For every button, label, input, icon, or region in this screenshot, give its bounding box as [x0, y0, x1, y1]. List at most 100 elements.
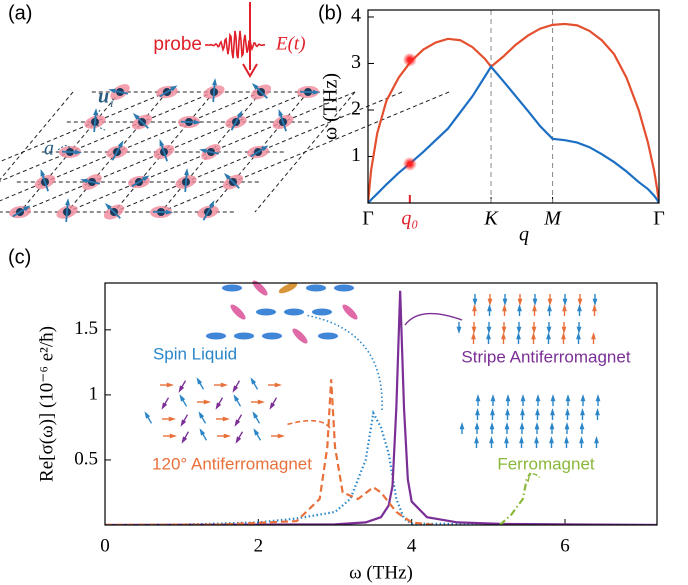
panel-label: (c): [8, 246, 31, 268]
arrow-shaft: [65, 201, 69, 223]
arrow-head: [236, 110, 243, 118]
inset-bond: [306, 284, 326, 292]
arrow-head: [474, 422, 480, 430]
arrow-head: [517, 304, 522, 312]
arrow-head: [108, 88, 116, 94]
arrow-head: [532, 298, 538, 306]
series-label: Ferromagnet: [497, 454, 595, 473]
wave-packet: [204, 30, 266, 59]
arrow-head: [277, 433, 285, 439]
arrow-head: [519, 422, 525, 430]
arrow-head: [520, 394, 526, 402]
arrow-head: [535, 394, 541, 402]
arrow-head: [65, 198, 70, 206]
lattice-bond: [0, 91, 262, 202]
arrow-head: [23, 205, 31, 212]
field-label: E(t): [275, 33, 306, 54]
arrow-head: [193, 119, 201, 125]
arrow-head: [161, 402, 168, 410]
arrow-shaft: [212, 81, 216, 103]
arrow-head: [203, 399, 211, 405]
arrow-head: [565, 408, 570, 416]
arrow-shaft: [41, 172, 49, 192]
pointer: [284, 419, 331, 429]
arrow-head: [486, 332, 491, 340]
arrow-head: [274, 382, 282, 388]
arrow-head: [562, 304, 567, 312]
arrow-head: [142, 175, 150, 182]
arrow-head: [534, 422, 540, 430]
lattice-constant-label: a: [44, 138, 54, 160]
displacement-label: u: [98, 86, 109, 108]
y-axis-label: ω (THz): [320, 73, 342, 140]
arrow-head: [132, 112, 140, 120]
arrow-head: [168, 416, 176, 422]
arrow-head: [486, 326, 492, 334]
arrow-head: [234, 419, 241, 427]
arrow-shaft: [184, 171, 188, 193]
x-axis-label: q: [519, 224, 529, 246]
x-tick-label: q₀: [401, 208, 418, 230]
arrow-shaft: [160, 142, 168, 162]
arrow-head: [165, 209, 173, 215]
arrow-head: [561, 326, 567, 334]
arrow-head: [459, 422, 465, 430]
arrow-head: [471, 326, 477, 334]
series-line: [499, 472, 532, 525]
arrow-head: [595, 394, 601, 402]
y-tick-label: 3: [351, 51, 361, 73]
pointer: [404, 312, 463, 326]
arrow-head: [232, 385, 239, 393]
arrow-head: [252, 411, 259, 419]
arrow-head: [104, 202, 112, 210]
arrow-head: [501, 326, 507, 334]
arrow-head: [74, 149, 82, 155]
arrow-head: [502, 304, 507, 312]
arrow-head: [261, 145, 269, 152]
arrow-head: [505, 408, 510, 416]
series-label: Spin Liquid: [153, 344, 237, 363]
x-tick-label: 4: [407, 535, 417, 556]
inset-bond: [222, 284, 242, 292]
arrow-head: [223, 172, 231, 180]
arrow-head: [531, 326, 537, 334]
arrow-head: [212, 78, 217, 86]
arrow-head: [199, 148, 207, 154]
arrow-head: [93, 108, 98, 116]
arrow-head: [546, 326, 552, 334]
arrow-head: [547, 304, 552, 312]
arrow-head: [550, 408, 555, 416]
arrow-head: [577, 298, 583, 306]
arrow-head: [475, 408, 480, 416]
inset-bond: [318, 332, 338, 340]
lattice-bond: [0, 91, 168, 163]
arrow-head: [519, 436, 524, 444]
series-line: [368, 64, 659, 203]
arrow-head: [547, 298, 553, 306]
decoration: [0, 2, 601, 483]
arrow-head: [490, 394, 496, 402]
arrow-shaft: [93, 111, 97, 133]
arrow-head: [576, 326, 582, 334]
inset-bond: [262, 332, 282, 340]
arrow-head: [561, 332, 566, 340]
arrow-head: [489, 436, 494, 444]
y-tick-label: 1: [351, 144, 361, 166]
arrow-head: [222, 416, 230, 422]
inset-bond: [342, 304, 358, 320]
arrow-head: [504, 422, 510, 430]
y-tick-label: 1.5: [74, 318, 98, 339]
arrow-head: [489, 422, 495, 430]
plot-frame: [104, 282, 658, 526]
arrow-head: [144, 411, 151, 419]
x-tick-label: M: [543, 208, 562, 230]
pointer: [304, 314, 383, 411]
arrow-head: [504, 436, 509, 444]
inset-bond: [292, 328, 308, 344]
arrow-head: [278, 109, 284, 117]
arrow-head: [487, 304, 492, 312]
series-label: Stripe Antiferromagnet: [461, 347, 630, 366]
x-tick-label: Γ: [362, 208, 374, 230]
inset-bond: [234, 332, 254, 340]
